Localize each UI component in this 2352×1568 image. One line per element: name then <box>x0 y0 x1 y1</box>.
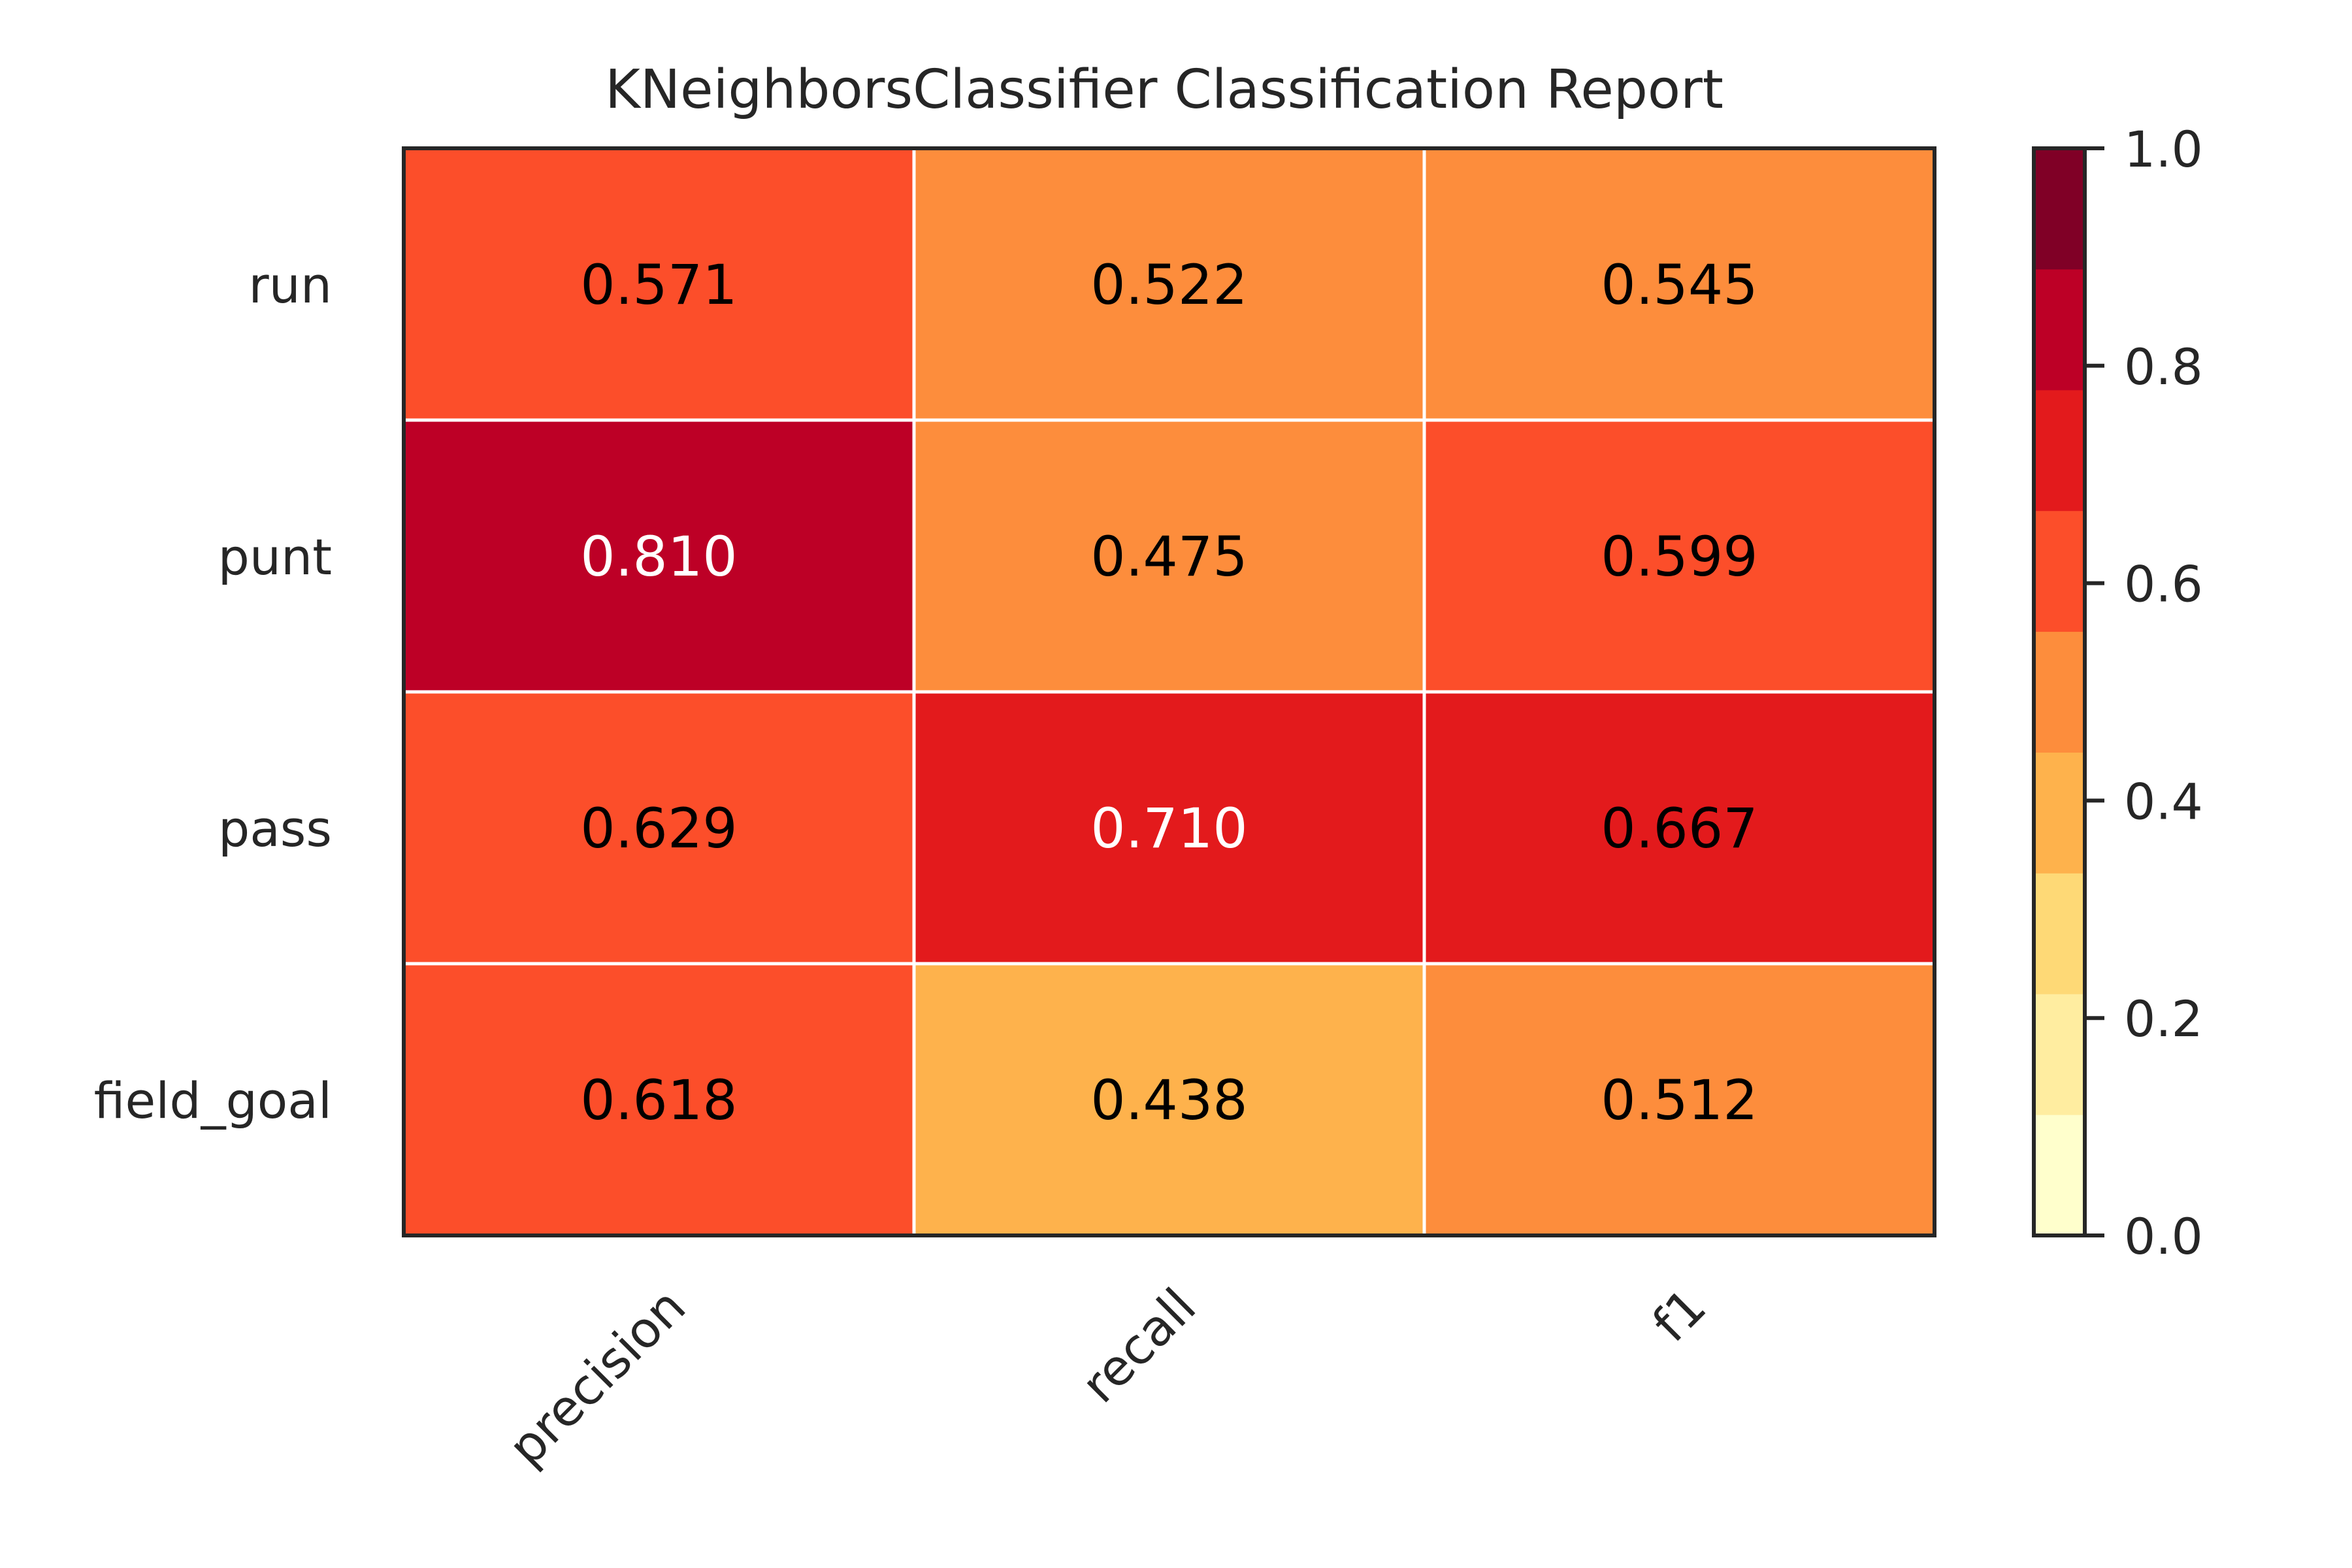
colorbar-segment <box>2034 510 2085 632</box>
row-tick-label: run <box>248 256 332 314</box>
colorbar-segment <box>2034 631 2085 753</box>
plot-frame <box>402 146 1936 1237</box>
heatmap-cell <box>1422 418 1936 694</box>
colorbar-tick-label: 1.0 <box>2124 120 2203 178</box>
heatmap-cell-labels: 0.571 0.522 0.545 0.810 0.475 0.599 0.629 0.710… <box>580 253 1757 1132</box>
row-tick-label: pass <box>218 800 332 858</box>
colorbar-segment <box>2034 994 2085 1115</box>
colorbar-frame <box>2032 146 2087 1237</box>
colorbar-segment <box>2034 148 2085 270</box>
cell-value-label: 0.667 <box>1601 796 1757 860</box>
row-tick-label: punt <box>218 528 332 586</box>
column-tick-labels: precision recall f1 <box>497 1277 1717 1477</box>
heatmap-cell <box>1422 962 1936 1237</box>
cell-value-label: 0.599 <box>1601 525 1757 589</box>
colorbar-tick-label: 0.0 <box>2124 1207 2203 1266</box>
cell-value-label: 0.512 <box>1601 1068 1757 1132</box>
colorbar-segment <box>2034 752 2085 874</box>
colorbar-segment <box>2034 269 2085 391</box>
colorbar-tick-label: 0.2 <box>2124 990 2203 1048</box>
heatmap-cell <box>912 418 1426 694</box>
colorbar: 0.0 0.2 0.4 0.6 0.8 1.0 <box>2032 120 2203 1266</box>
cell-value-label: 0.545 <box>1601 253 1757 317</box>
heatmap-cells <box>402 146 1936 1237</box>
chart-title: KNeighborsClassifier Classification Repo… <box>605 59 1723 121</box>
heatmap-cell <box>402 962 916 1237</box>
column-tick-label: f1 <box>1641 1277 1717 1353</box>
colorbar-segment <box>2034 873 2085 994</box>
colorbar-segment <box>2034 1115 2085 1236</box>
column-tick-label: recall <box>1070 1277 1207 1414</box>
heatmap-cell <box>402 418 916 694</box>
heatmap-cell <box>912 690 1426 966</box>
column-tick-label: precision <box>497 1277 696 1477</box>
cell-value-label: 0.438 <box>1090 1068 1247 1132</box>
cell-value-label: 0.618 <box>580 1068 737 1132</box>
row-tick-labels: run punt pass field_goal <box>94 256 332 1130</box>
cell-value-label: 0.810 <box>580 525 737 589</box>
colorbar-segment <box>2034 389 2085 512</box>
colorbar-tick-label: 0.6 <box>2124 555 2203 613</box>
cell-value-label: 0.571 <box>580 253 737 317</box>
heatmap-cell <box>912 146 1426 422</box>
heatmap-cell <box>402 146 916 422</box>
cell-value-label: 0.522 <box>1090 253 1247 317</box>
cell-value-label: 0.710 <box>1090 796 1247 860</box>
cell-value-label: 0.629 <box>580 796 737 860</box>
cell-value-label: 0.475 <box>1090 525 1247 589</box>
colorbar-tick-label: 0.4 <box>2124 772 2203 830</box>
colorbar-tick-label: 0.8 <box>2124 338 2203 396</box>
row-tick-label: field_goal <box>94 1071 332 1130</box>
